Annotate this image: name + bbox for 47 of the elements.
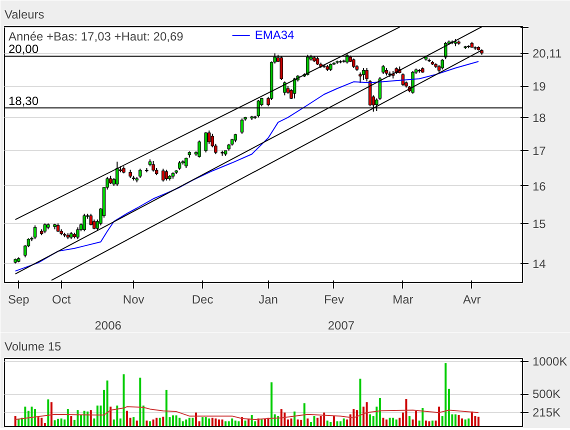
legend-label: EMA34 bbox=[254, 28, 294, 42]
x-tick-label: Jan bbox=[258, 292, 278, 306]
y-tick-label: 17 bbox=[532, 144, 546, 158]
candlestick bbox=[162, 168, 165, 182]
text: 2007 bbox=[328, 318, 355, 332]
candlestick bbox=[82, 213, 86, 232]
x-tick-label: Fev bbox=[324, 292, 344, 306]
y-tick-label: 19 bbox=[532, 80, 546, 94]
text: 2006 bbox=[94, 318, 122, 332]
candlestick bbox=[411, 70, 414, 94]
candlestick bbox=[164, 169, 168, 181]
line-series bbox=[14, 406, 479, 420]
candlestick bbox=[358, 72, 362, 84]
candlestick bbox=[89, 213, 92, 226]
x-tick-label: Sep bbox=[8, 292, 30, 306]
x-tick-label: Dec bbox=[192, 292, 214, 306]
candlestick bbox=[352, 58, 356, 68]
candlestick bbox=[240, 118, 244, 134]
annotation: Année +Bas: 17,03 +Haut: 20,69 bbox=[8, 30, 184, 44]
x-tick-label: Oct bbox=[52, 292, 72, 306]
y-tick-label: 14 bbox=[532, 257, 546, 272]
x-tick-label: Nov bbox=[122, 292, 144, 306]
y-tick-label: 16 bbox=[532, 179, 546, 194]
candlestick bbox=[43, 222, 47, 234]
candlestick bbox=[362, 67, 366, 80]
x-tick-label: Avr bbox=[463, 292, 481, 306]
y-tick-label: 18 bbox=[532, 110, 546, 125]
chart-title: Valeurs bbox=[4, 8, 44, 22]
candlestick bbox=[204, 132, 208, 153]
chart-title: Volume 15 bbox=[4, 340, 62, 354]
candlestick bbox=[198, 140, 201, 158]
ref-line-label: 20,00 bbox=[8, 42, 39, 56]
candlestick bbox=[76, 226, 80, 240]
candlestick bbox=[152, 160, 155, 172]
y-tick-label: 215K bbox=[532, 406, 561, 420]
candlestick bbox=[33, 224, 37, 240]
candlestick bbox=[116, 161, 119, 186]
ref-line-label: 18,30 bbox=[8, 94, 39, 108]
candlestick bbox=[283, 80, 286, 96]
candlestick bbox=[440, 58, 444, 70]
y-tick-label: 20,11 bbox=[532, 46, 562, 61]
x-tick-label: Mar bbox=[392, 292, 414, 306]
y-tick-label: 500K bbox=[532, 387, 561, 402]
candlestick bbox=[184, 157, 188, 169]
y-tick-label: 15 bbox=[532, 216, 546, 231]
y-tick-label: 1000K bbox=[532, 354, 568, 369]
candlestick bbox=[138, 168, 142, 178]
